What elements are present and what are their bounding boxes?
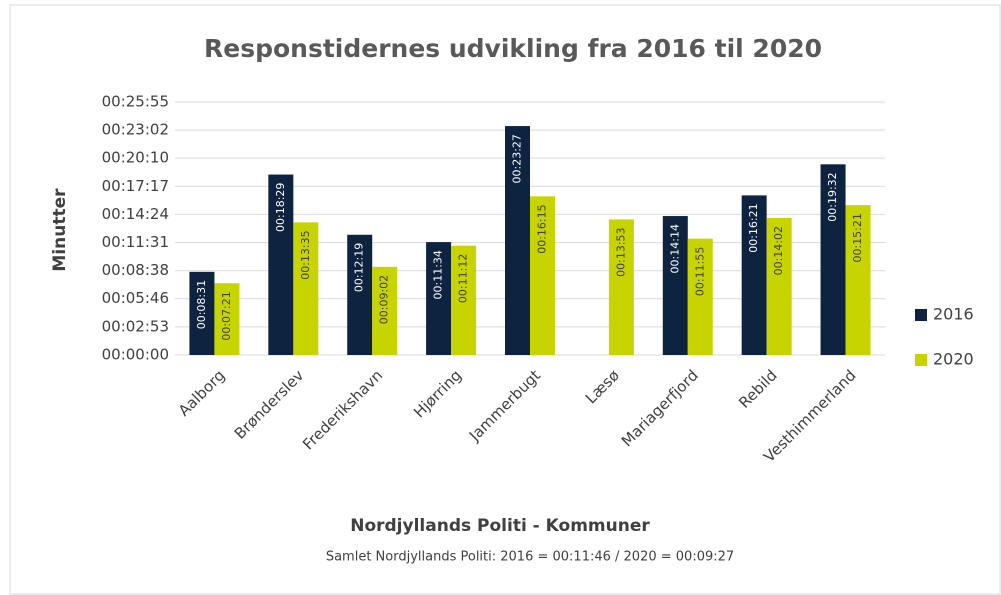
chart-title: Responstidernes udvikling fra 2016 til 2…	[204, 34, 822, 63]
value-label: 00:15:21	[851, 213, 864, 262]
value-label: 00:12:19	[353, 243, 366, 292]
bar	[662, 216, 688, 355]
value-label: 00:11:34	[432, 250, 445, 299]
y-tick-label: 00:20:10	[102, 149, 169, 167]
legend-label: 2020	[933, 350, 974, 369]
bar	[845, 205, 871, 355]
y-tick-label: 00:00:00	[102, 346, 169, 364]
value-label: 00:16:15	[536, 204, 549, 253]
value-label: 00:08:31	[195, 280, 208, 329]
bar	[189, 271, 215, 355]
y-tick-label: 00:02:53	[102, 317, 169, 335]
value-label: 00:14:14	[668, 224, 681, 273]
bar	[608, 219, 634, 355]
y-tick-label: 00:14:24	[102, 205, 169, 223]
y-tick-label: 00:05:46	[102, 289, 169, 307]
value-label: 00:23:27	[511, 134, 524, 183]
bar	[820, 164, 846, 355]
value-label: 00:16:21	[747, 203, 760, 252]
bar	[505, 126, 530, 355]
value-label: 00:13:53	[614, 227, 627, 276]
value-label: 00:18:29	[274, 183, 287, 232]
legend-swatch	[915, 354, 927, 366]
bar	[766, 218, 792, 355]
y-axis-title: Minutter	[50, 188, 70, 272]
legend-swatch	[915, 309, 927, 321]
legend-label: 2016	[933, 305, 974, 324]
subtitle: Samlet Nordjyllands Politi: 2016 = 00:11…	[326, 550, 734, 565]
value-label: 00:09:02	[378, 275, 391, 324]
value-label: 00:07:21	[220, 291, 233, 340]
bar	[451, 245, 477, 355]
value-label: 00:11:12	[457, 254, 470, 303]
value-label: 00:13:35	[299, 230, 312, 279]
x-axis-title: Nordjyllands Politi - Kommuner	[350, 516, 650, 536]
value-label: 00:14:02	[772, 226, 785, 275]
bar	[426, 242, 452, 355]
bar	[741, 195, 767, 355]
y-tick-label: 00:25:55	[102, 93, 169, 111]
bar	[530, 196, 555, 355]
y-tick-label: 00:11:31	[102, 233, 169, 251]
y-tick-label: 00:17:17	[102, 177, 169, 195]
value-label: 00:11:55	[693, 247, 706, 296]
bar	[347, 234, 373, 355]
y-tick-label: 00:08:38	[102, 261, 169, 279]
y-tick-label: 00:23:02	[102, 121, 169, 139]
value-label: 00:19:32	[826, 172, 839, 221]
bar	[372, 266, 398, 355]
bar	[293, 222, 319, 355]
bar	[687, 238, 713, 355]
bar	[268, 174, 294, 355]
bar	[214, 283, 240, 355]
